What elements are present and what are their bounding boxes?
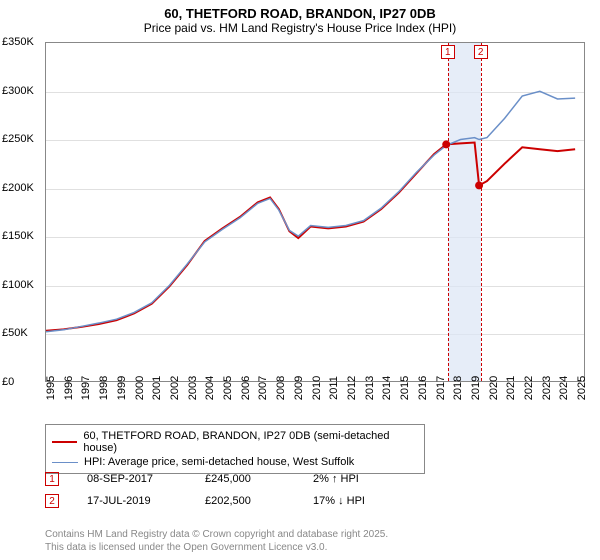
sale-marker-label: 1 xyxy=(441,45,455,59)
legend: 60, THETFORD ROAD, BRANDON, IP27 0DB (se… xyxy=(45,424,425,474)
sale-marker-label: 2 xyxy=(474,45,488,59)
x-axis-label: 2001 xyxy=(151,376,163,400)
attribution-line: This data is licensed under the Open Gov… xyxy=(45,542,388,555)
x-axis-label: 2009 xyxy=(293,376,305,400)
x-axis-label: 2023 xyxy=(541,376,553,400)
chart-subtitle: Price paid vs. HM Land Registry's House … xyxy=(0,21,600,39)
chart-title: 60, THETFORD ROAD, BRANDON, IP27 0DB xyxy=(0,0,600,21)
y-axis-label: £200K xyxy=(2,182,34,194)
sale-row-marker: 1 xyxy=(45,472,59,486)
sale-marker-dot xyxy=(442,140,450,148)
x-axis-label: 2024 xyxy=(558,376,570,400)
x-axis-label: 1999 xyxy=(116,376,128,400)
sale-delta: 17% ↓ HPI xyxy=(313,495,423,507)
x-axis-label: 2021 xyxy=(505,376,517,400)
sales-table: 1 08-SEP-2017 £245,000 2% ↑ HPI 2 17-JUL-2019… xyxy=(45,468,423,512)
sale-delta: 2% ↑ HPI xyxy=(313,473,423,485)
y-axis-label: £150K xyxy=(2,230,34,242)
x-axis-label: 2003 xyxy=(187,376,199,400)
x-axis-label: 2005 xyxy=(222,376,234,400)
x-axis-label: 2002 xyxy=(169,376,181,400)
chart-plot-area: 12 xyxy=(45,42,585,382)
x-axis-label: 2025 xyxy=(576,376,588,400)
x-axis-label: 2008 xyxy=(275,376,287,400)
legend-item: HPI: Average price, semi-detached house,… xyxy=(52,455,418,469)
x-axis-label: 2004 xyxy=(204,376,216,400)
sale-price: £202,500 xyxy=(205,495,285,507)
legend-label: 60, THETFORD ROAD, BRANDON, IP27 0DB (se… xyxy=(83,430,418,454)
x-axis-label: 2017 xyxy=(435,376,447,400)
x-axis-label: 1998 xyxy=(98,376,110,400)
x-axis-label: 2007 xyxy=(257,376,269,400)
y-axis-label: £100K xyxy=(2,279,34,291)
x-axis-label: 1996 xyxy=(63,376,75,400)
x-axis-label: 2000 xyxy=(134,376,146,400)
x-axis-label: 2014 xyxy=(381,376,393,400)
x-axis-label: 2019 xyxy=(470,376,482,400)
attribution: Contains HM Land Registry data © Crown c… xyxy=(45,529,388,554)
y-axis-label: £0 xyxy=(2,376,14,388)
legend-swatch xyxy=(52,441,77,443)
sale-date: 08-SEP-2017 xyxy=(87,473,177,485)
x-axis-label: 2010 xyxy=(311,376,323,400)
y-axis-label: £250K xyxy=(2,133,34,145)
x-axis-label: 2015 xyxy=(399,376,411,400)
sale-date: 17-JUL-2019 xyxy=(87,495,177,507)
x-axis-label: 2016 xyxy=(417,376,429,400)
attribution-line: Contains HM Land Registry data © Crown c… xyxy=(45,529,388,542)
x-axis-label: 1997 xyxy=(80,376,92,400)
sale-marker-dot xyxy=(475,181,483,189)
y-axis-label: £300K xyxy=(2,85,34,97)
series-line xyxy=(46,143,575,331)
x-axis-label: 1995 xyxy=(45,376,57,400)
sale-row-marker: 2 xyxy=(45,494,59,508)
x-axis-label: 2020 xyxy=(488,376,500,400)
x-axis-label: 2013 xyxy=(364,376,376,400)
sale-row: 1 08-SEP-2017 £245,000 2% ↑ HPI xyxy=(45,468,423,490)
x-axis-label: 2022 xyxy=(523,376,535,400)
series-line xyxy=(46,91,575,331)
x-axis-label: 2012 xyxy=(346,376,358,400)
sale-price: £245,000 xyxy=(205,473,285,485)
legend-item: 60, THETFORD ROAD, BRANDON, IP27 0DB (se… xyxy=(52,429,418,455)
legend-swatch xyxy=(52,462,78,463)
y-axis-label: £350K xyxy=(2,36,34,48)
legend-label: HPI: Average price, semi-detached house,… xyxy=(84,456,354,468)
x-axis-label: 2011 xyxy=(328,376,340,400)
x-axis-label: 2006 xyxy=(240,376,252,400)
x-axis-label: 2018 xyxy=(452,376,464,400)
y-axis-label: £50K xyxy=(2,327,28,339)
sale-row: 2 17-JUL-2019 £202,500 17% ↓ HPI xyxy=(45,490,423,512)
